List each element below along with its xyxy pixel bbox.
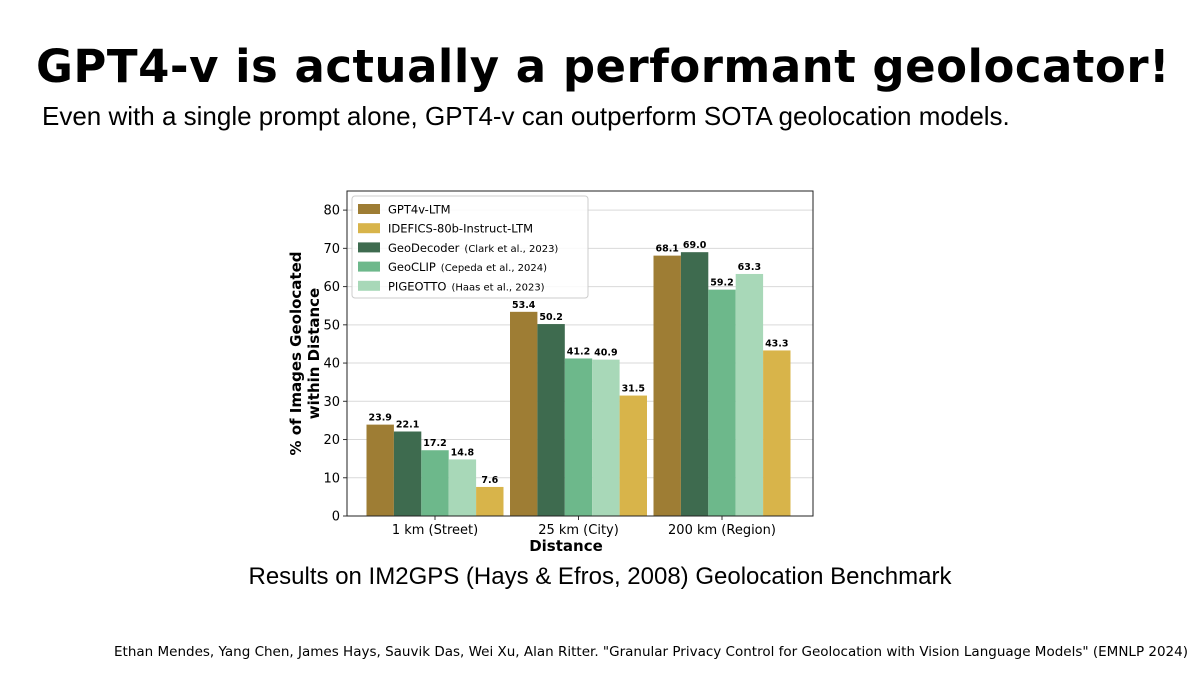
x-tick-label: 200 km (Region) [668, 523, 776, 538]
legend-swatch [358, 261, 380, 272]
bar-value-label: 68.1 [655, 244, 678, 255]
legend-entry: IDEFICS-80b-Instruct-LTM [388, 222, 533, 236]
y-axis-label: % of Images Geolocated [287, 251, 305, 455]
bar [366, 424, 394, 516]
legend-entry: GeoDecoder [388, 241, 460, 255]
chart-caption: Results on IM2GPS (Hays & Efros, 2008) G… [248, 563, 952, 590]
bar [653, 255, 681, 516]
y-tick-label: 80 [323, 204, 340, 219]
bar-value-label: 17.2 [423, 438, 446, 449]
bar [393, 431, 422, 516]
legend-citation: (Haas et al., 2023) [451, 282, 544, 293]
bar-value-label: 22.1 [396, 420, 419, 431]
y-tick-label: 0 [332, 510, 340, 525]
bar-value-label: 23.9 [368, 413, 391, 424]
x-tick-label: 1 km (Street) [392, 523, 478, 538]
x-axis-label: Distance [529, 537, 603, 555]
legend-swatch [358, 242, 380, 253]
bar-value-label: 7.6 [481, 475, 498, 486]
y-tick-label: 30 [323, 395, 340, 410]
legend-citation: (Clark et al., 2023) [464, 244, 558, 255]
y-axis-label: within Distance [305, 288, 323, 419]
bar-value-label: 14.8 [451, 447, 475, 458]
bar-chart: 0 10 20 30 40 50 60 70 80 23.9 22.1 17.2 14.8 7.6 1 km… [287, 190, 814, 555]
bar [448, 459, 477, 516]
x-tick-label: 25 km (City) [538, 523, 619, 538]
legend-entry: PIGEOTTO [388, 279, 446, 293]
bar-value-label: 43.3 [765, 338, 788, 349]
slide-title: GPT4-v is actually a performant geolocat… [36, 40, 1171, 93]
bar [735, 273, 764, 516]
bar [592, 359, 620, 516]
bar [619, 395, 647, 516]
legend-swatch [358, 204, 380, 214]
y-tick-label: 10 [323, 471, 340, 486]
bar [421, 450, 449, 516]
bar-value-label: 41.2 [567, 346, 590, 357]
bar-value-label: 63.3 [738, 262, 761, 273]
bar-value-label: 69.0 [683, 240, 707, 251]
bar [680, 252, 709, 517]
legend-box [351, 195, 589, 299]
y-tick-label: 50 [323, 318, 340, 333]
legend-swatch [358, 280, 380, 291]
bar [708, 289, 736, 516]
bar [763, 350, 791, 516]
y-tick-label: 40 [323, 357, 340, 372]
bar-value-label: 50.2 [539, 312, 562, 323]
plot-frame [346, 190, 814, 517]
bar-value-label: 40.9 [594, 348, 617, 359]
y-tick-label: 70 [323, 242, 340, 257]
bar [537, 324, 565, 516]
legend-swatch [358, 223, 380, 234]
bar-value-label: 53.4 [512, 300, 536, 311]
legend-entry: GeoCLIP [388, 260, 436, 274]
legend-entry: GPT4v-LTM [388, 203, 451, 217]
bar [564, 358, 593, 516]
legend-citation: (Cepeda et al., 2024) [441, 263, 547, 274]
bar [476, 486, 504, 516]
y-tick-label: 20 [323, 433, 340, 448]
slide-subtitle: Even with a single prompt alone, GPT4-v … [42, 101, 1010, 131]
bar-value-label: 59.2 [710, 278, 733, 289]
bar-value-label: 31.5 [622, 384, 645, 395]
paper-citation: Ethan Mendes, Yang Chen, James Hays, Sau… [114, 644, 1188, 660]
bar [510, 311, 538, 516]
y-tick-label: 60 [323, 280, 340, 295]
